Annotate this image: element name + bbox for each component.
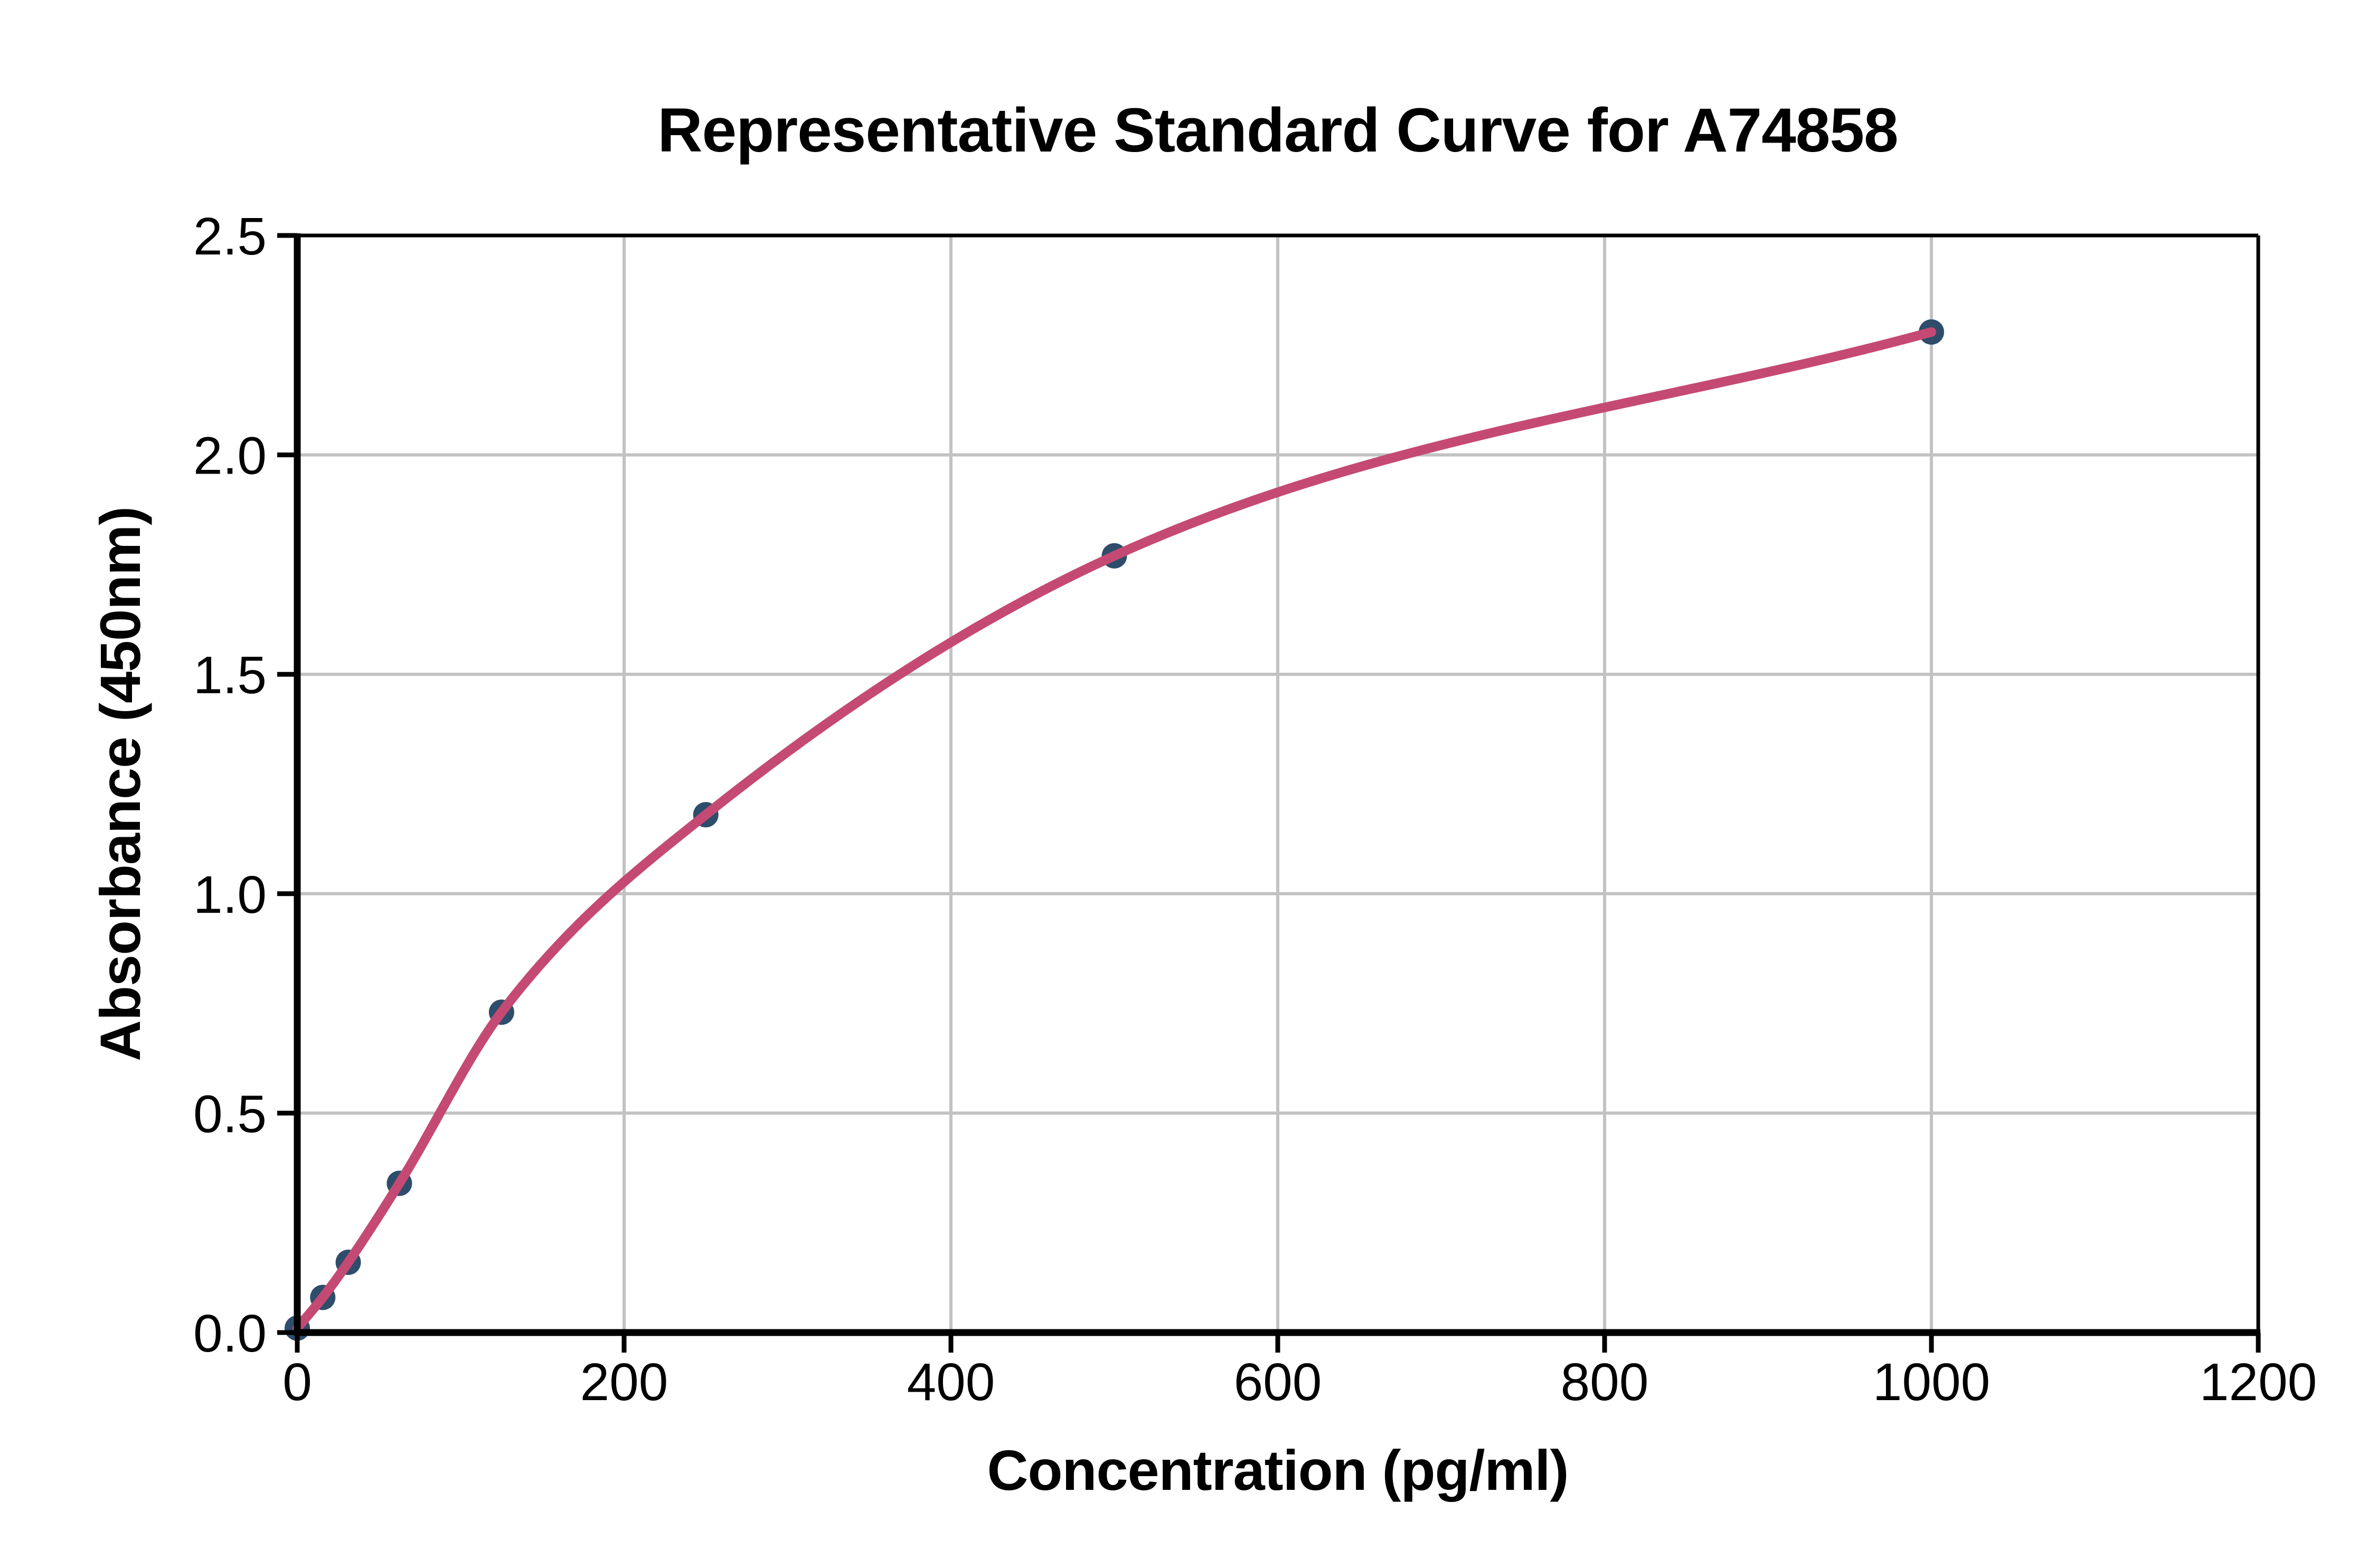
data-points (285, 319, 1944, 1341)
x-axis-label: Concentration (pg/ml) (987, 1438, 1569, 1502)
y-tick-label-1.5: 1.5 (193, 646, 267, 705)
fitted-curve-line (293, 327, 1936, 1333)
x-tick-label-0: 0 (282, 1353, 312, 1412)
y-tick-label-1.0: 1.0 (193, 865, 267, 924)
x-tick-label-800: 800 (1561, 1353, 1649, 1412)
chart-title: Representative Standard Curve for A74858 (657, 96, 1898, 165)
x-tick-label-200: 200 (580, 1353, 668, 1412)
x-tick-label-400: 400 (907, 1353, 995, 1412)
gridlines (297, 234, 2260, 1333)
x-tick-label-600: 600 (1234, 1353, 1322, 1412)
axis-ticks (277, 233, 2261, 1353)
y-tick-label-2.5: 2.5 (193, 207, 267, 266)
y-tick-label-2.0: 2.0 (193, 427, 267, 486)
tick-labels: 0 200 400 600 800 1000 1200 0.0 0.5 1.0 1.5 2.0 2.5 (193, 207, 2317, 1412)
y-axis-label: Absorbance (450nm) (88, 507, 152, 1061)
y-tick-label-0.5: 0.5 (193, 1084, 267, 1144)
fitted-curve (293, 327, 1936, 1333)
x-tick-label-1200: 1200 (2200, 1353, 2317, 1412)
x-tick-label-1000: 1000 (1873, 1353, 1990, 1412)
y-tick-label-0.0: 0.0 (193, 1304, 267, 1363)
